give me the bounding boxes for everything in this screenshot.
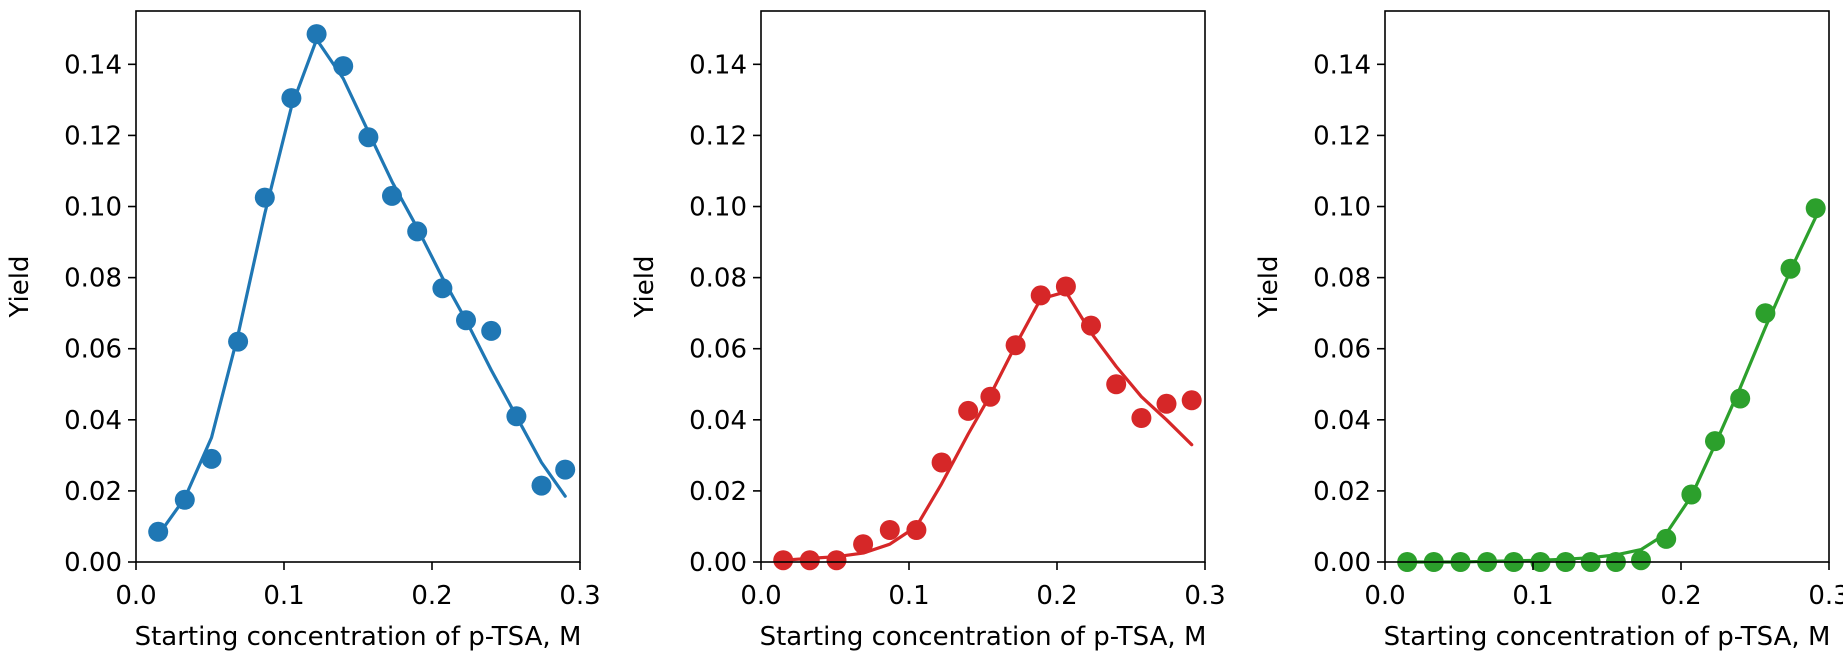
data-point (228, 331, 249, 352)
data-point (432, 278, 453, 299)
axes-frame (1384, 10, 1830, 563)
x-tick-label: 0.3 (559, 581, 600, 611)
y-tick-label: 0.12 (689, 121, 747, 151)
data-point (826, 550, 847, 571)
x-axis-label: Starting concentration of p-TSA, M (1384, 622, 1831, 652)
y-tick-label: 0.08 (1313, 264, 1371, 294)
x-tick-label: 0.3 (1808, 581, 1843, 611)
axes-frame (135, 10, 581, 563)
x-tick-label: 0.2 (411, 581, 452, 611)
x-tick-label: 0.0 (115, 581, 156, 611)
data-point (1181, 390, 1202, 411)
data-point (306, 24, 327, 45)
y-tick-label: 0.02 (64, 477, 122, 507)
data-point (1730, 388, 1751, 409)
y-tick-label: 0.14 (64, 50, 122, 80)
data-point (773, 550, 794, 571)
chart-panel-3: 0.0 0.1 0.2 0.3 0.00 0.02 0.04 0.06 0.08 0.10 0.12… (1254, 10, 1843, 652)
x-tick-label: 0.2 (1660, 581, 1701, 611)
data-point (281, 88, 302, 109)
data-point (1156, 393, 1177, 414)
x-axis-label: Starting concentration of p-TSA, M (135, 622, 582, 652)
x-axis-label: Starting concentration of p-TSA, M (760, 622, 1207, 652)
y-tick-label: 0.04 (1313, 406, 1371, 436)
y-tick-label: 0.00 (64, 548, 122, 578)
y-tick-label: 0.10 (689, 193, 747, 223)
y-axis-label: Yield (5, 256, 35, 319)
y-tick-label: 0.08 (64, 264, 122, 294)
data-point (1755, 303, 1776, 324)
y-tick-label: 0.06 (1313, 335, 1371, 365)
data-point (1805, 198, 1826, 219)
data-point (1030, 285, 1051, 306)
data-point (1681, 484, 1702, 505)
y-tick-label: 0.06 (64, 335, 122, 365)
y-tick-label: 0.02 (1313, 477, 1371, 507)
x-tick-label: 0.1 (1512, 581, 1553, 611)
data-point (906, 520, 927, 540)
y-tick-label: 0.10 (1313, 193, 1371, 223)
data-point (333, 56, 354, 77)
data-point (1780, 258, 1801, 279)
data-point (358, 127, 379, 148)
data-point (980, 386, 1001, 407)
data-point (148, 521, 169, 542)
data-point (799, 550, 820, 571)
data-point (1005, 335, 1026, 356)
y-axis-label: Yield (630, 256, 660, 319)
data-point (853, 534, 874, 555)
y-axis-label: Yield (1254, 256, 1284, 319)
axes-frame (760, 10, 1206, 563)
y-tick-label: 0.08 (689, 264, 747, 294)
data-point (531, 475, 552, 496)
data-point (1055, 276, 1076, 297)
y-tick-label: 0.12 (1313, 121, 1371, 151)
x-tick-label: 0.0 (740, 581, 781, 611)
data-point (1106, 374, 1127, 395)
data-point (555, 459, 576, 480)
data-point (1081, 315, 1101, 336)
data-point (958, 400, 979, 421)
x-tick-label: 0.2 (1036, 581, 1077, 611)
y-tick-label: 0.10 (64, 193, 122, 223)
chart-panel-1: 0.0 0.1 0.2 0.3 0.00 0.02 0.04 0.06 0.08 0.10 0.12… (5, 10, 601, 652)
data-point (1131, 408, 1152, 428)
data-point (931, 452, 952, 473)
y-tick-label: 0.00 (689, 548, 747, 578)
fit-line (781, 290, 1194, 562)
data-point (506, 406, 527, 427)
data-point (382, 185, 402, 206)
y-tick-label: 0.12 (64, 121, 122, 151)
fit-line (1405, 215, 1818, 564)
x-tick-label: 0.3 (1184, 581, 1225, 611)
y-tick-label: 0.06 (689, 335, 747, 365)
data-point (481, 320, 502, 341)
x-tick-label: 0.1 (888, 581, 929, 611)
chart-panel-2: 0.0 0.1 0.2 0.3 0.00 0.02 0.04 0.06 0.08 0.10 0.12… (630, 10, 1226, 652)
y-tick-label: 0.04 (64, 406, 122, 436)
data-point (201, 448, 222, 469)
data-point (174, 489, 195, 510)
y-tick-label: 0.00 (1313, 548, 1371, 578)
y-tick-label: 0.02 (689, 477, 747, 507)
y-tick-label: 0.04 (689, 406, 747, 436)
data-point (254, 187, 275, 208)
y-tick-label: 0.14 (689, 50, 747, 80)
data-point (407, 221, 428, 242)
y-tick-label: 0.14 (1313, 50, 1371, 80)
data-point (879, 520, 900, 540)
data-point (1631, 550, 1651, 571)
data-point (1656, 528, 1677, 549)
data-point (456, 310, 476, 331)
data-point (1705, 431, 1725, 452)
x-tick-label: 0.1 (263, 581, 304, 611)
x-tick-label: 0.0 (1364, 581, 1405, 611)
